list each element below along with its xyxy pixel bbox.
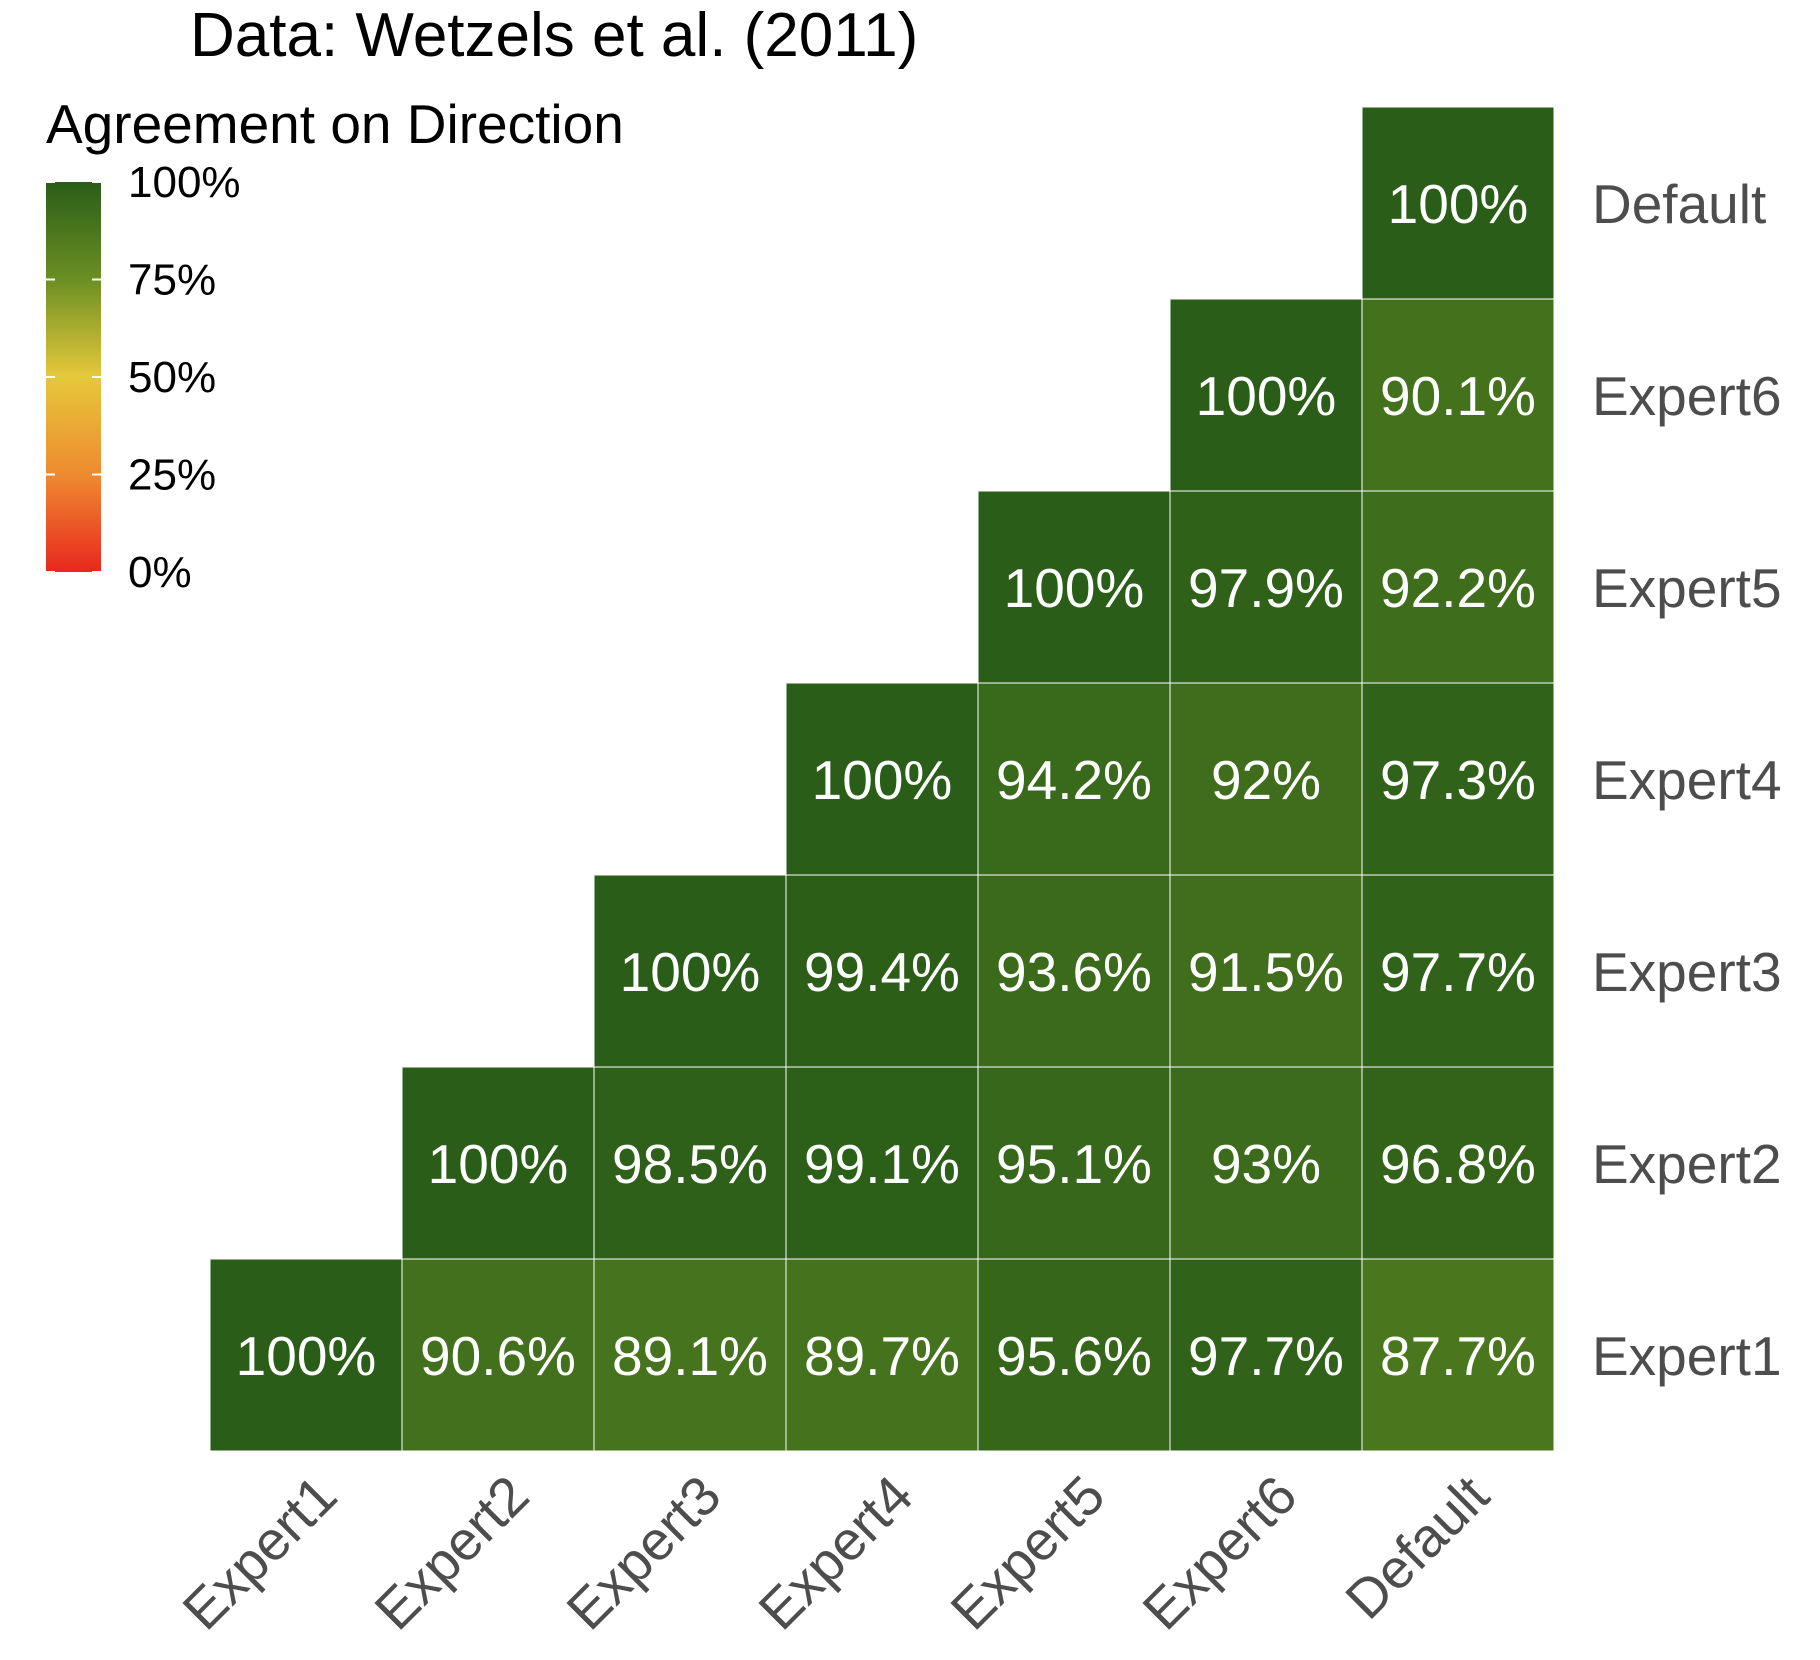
cell-value-label: 94.2% (996, 749, 1152, 811)
heatmap-cell-expert6-expert2 (1169, 1066, 1363, 1260)
cell-value-label: 100% (1388, 173, 1529, 235)
cell-value-label: 97.9% (1188, 557, 1344, 619)
heatmap-cell-expert3-expert3 (593, 874, 787, 1068)
cell-value-label: 89.7% (804, 1325, 960, 1387)
y-axis-label-expert3: Expert3 (1592, 941, 1782, 1003)
x-axis-label-expert2: Expert2 (363, 1464, 541, 1642)
heatmap-cell-expert6-expert1 (1169, 1258, 1363, 1452)
cell-value-label: 89.1% (612, 1325, 768, 1387)
cell-value-label: 97.3% (1380, 749, 1536, 811)
x-axis-label-expert6: Expert6 (1131, 1464, 1309, 1642)
heatmap-cell-expert4-expert3 (785, 874, 979, 1068)
heatmap-cell-default-expert2 (1361, 1066, 1555, 1260)
heatmap-cell-default-expert1 (1361, 1258, 1555, 1452)
cell-value-label: 99.4% (804, 941, 960, 1003)
legend-colorbar (46, 182, 101, 572)
cell-value-label: 100% (812, 749, 953, 811)
y-axis-label-expert4: Expert4 (1592, 749, 1782, 811)
heatmap-cell-expert6-expert5 (1169, 490, 1363, 684)
cell-value-label: 100% (428, 1133, 569, 1195)
heatmap-cell-expert4-expert2 (785, 1066, 979, 1260)
cell-value-label: 91.5% (1188, 941, 1344, 1003)
heatmap-cell-default-expert5 (1361, 490, 1555, 684)
cell-value-label: 92% (1211, 749, 1321, 811)
cell-value-label: 100% (1004, 557, 1145, 619)
cell-value-label: 99.1% (804, 1133, 960, 1195)
heatmap-cell-expert2-expert1 (401, 1258, 595, 1452)
heatmap-cell-expert1-expert1 (209, 1258, 403, 1452)
cell-value-label: 95.6% (996, 1325, 1152, 1387)
x-axis-labels: Expert1 Expert2 Expert3 Expert4 Expert5 Exper… (171, 1464, 1501, 1642)
heatmap-cell-expert3-expert2 (593, 1066, 787, 1260)
cell-value-label: 98.5% (612, 1133, 768, 1195)
heatmap-cell-default-expert3 (1361, 874, 1555, 1068)
heatmap-cell-expert5-expert4 (977, 682, 1171, 876)
cell-value-label: 97.7% (1380, 941, 1536, 1003)
heatmap-cell-expert6-expert4 (1169, 682, 1363, 876)
y-axis-label-expert5: Expert5 (1592, 557, 1782, 619)
y-axis-labels: Expert1 Expert2 Expert3 Expert4 Expert5 Exper… (1592, 173, 1782, 1387)
cell-value-label: 100% (236, 1325, 377, 1387)
heatmap-cell-default-expert6 (1361, 298, 1555, 492)
x-axis-label-expert3: Expert3 (555, 1464, 733, 1642)
legend-ticks: 100% 75% 50% 25% 0% (46, 158, 241, 597)
heatmap-cell-expert5-expert3 (977, 874, 1171, 1068)
legend-tick-label: 0% (128, 548, 192, 597)
cell-value-label: 90.1% (1380, 365, 1536, 427)
cell-value-label: 100% (620, 941, 761, 1003)
color-legend: Agreement on Direction 100% 75% 50% 25% 0% (46, 93, 624, 597)
heatmap-cells: 100% 90.6% 89.1% 89.7% 95.6% 97.7% 87.7% 100% 98… (209, 106, 1555, 1452)
cell-value-label: 97.7% (1188, 1325, 1344, 1387)
cell-value-label: 93.6% (996, 941, 1152, 1003)
heatmap-cell-expert5-expert2 (977, 1066, 1171, 1260)
heatmap-cell-expert3-expert1 (593, 1258, 787, 1452)
chart-title: Data: Wetzels et al. (2011) (190, 1, 918, 70)
cell-value-label: 92.2% (1380, 557, 1536, 619)
heatmap-cell-expert5-expert1 (977, 1258, 1171, 1452)
cell-value-label: 87.7% (1380, 1325, 1536, 1387)
heatmap-cell-expert4-expert4 (785, 682, 979, 876)
legend-tick-label: 50% (128, 353, 216, 402)
y-axis-label-expert1: Expert1 (1592, 1325, 1782, 1387)
cell-value-label: 90.6% (420, 1325, 576, 1387)
y-axis-label-default: Default (1592, 173, 1766, 235)
legend-tick-label: 100% (128, 158, 241, 207)
legend-tick-label: 75% (128, 256, 216, 305)
legend-title: Agreement on Direction (46, 93, 624, 155)
x-axis-label-default: Default (1333, 1464, 1500, 1631)
heatmap-cell-default-expert4 (1361, 682, 1555, 876)
cell-value-label: 96.8% (1380, 1133, 1536, 1195)
heatmap-cell-expert6-expert6 (1169, 298, 1363, 492)
cell-value-label: 93% (1211, 1133, 1321, 1195)
y-axis-label-expert2: Expert2 (1592, 1133, 1782, 1195)
heatmap-cell-expert5-expert5 (977, 490, 1171, 684)
cell-value-label: 95.1% (996, 1133, 1152, 1195)
legend-tick-label: 25% (128, 451, 216, 500)
heatmap-cell-expert2-expert2 (401, 1066, 595, 1260)
heatmap-cell-expert6-expert3 (1169, 874, 1363, 1068)
x-axis-label-expert1: Expert1 (171, 1464, 349, 1642)
y-axis-label-expert6: Expert6 (1592, 365, 1782, 427)
cell-value-label: 100% (1196, 365, 1337, 427)
x-axis-label-expert5: Expert5 (939, 1464, 1117, 1642)
heatmap-cell-default-default (1361, 106, 1555, 300)
x-axis-label-expert4: Expert4 (747, 1464, 925, 1642)
